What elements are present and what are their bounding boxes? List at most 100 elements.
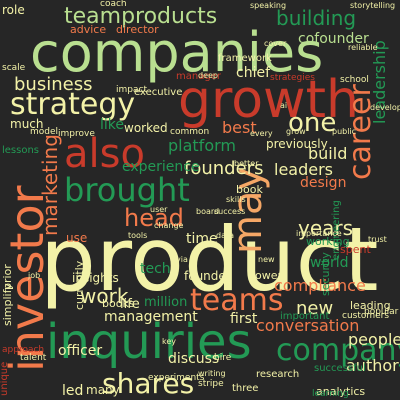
cloud-word: via <box>176 255 188 264</box>
cloud-word: board <box>196 207 220 216</box>
cloud-word: design <box>300 175 347 191</box>
cloud-word: inquiries <box>46 314 252 370</box>
cloud-word: founder <box>184 269 231 283</box>
cloud-word: author <box>346 356 399 375</box>
cloud-word: power <box>248 269 282 282</box>
cloud-word: building <box>276 6 357 30</box>
cloud-word: leading <box>350 299 391 312</box>
cloud-word: spent <box>340 243 371 256</box>
cloud-word: chief <box>236 65 271 81</box>
cloud-word: popular <box>364 307 399 317</box>
cloud-word: discuss <box>168 351 220 367</box>
cloud-word: years <box>298 216 354 240</box>
cloud-word: build <box>308 144 348 163</box>
cloud-word: marketing <box>38 134 62 236</box>
cloud-word: management <box>104 309 198 325</box>
cloud-word: many <box>86 383 120 397</box>
cloud-word: lessons <box>2 145 40 156</box>
cloud-word: best <box>222 118 257 137</box>
cloud-word: million <box>144 295 188 310</box>
cloud-word: school <box>340 75 369 85</box>
cloud-word: deep <box>198 71 218 80</box>
cloud-word: user <box>150 205 168 214</box>
cloud-word: stripe <box>198 379 224 389</box>
cloud-word: customers <box>342 311 390 321</box>
cloud-word: research <box>256 369 300 380</box>
cloud-word: advice <box>70 23 107 36</box>
cloud-word: writing <box>198 369 226 378</box>
cloud-word: improve <box>58 129 95 139</box>
cloud-word: cofounder <box>298 31 369 47</box>
cloud-word: life <box>120 297 140 312</box>
cloud-word: reliable <box>348 43 378 52</box>
cloud-word: tech <box>140 261 171 277</box>
cloud-word: important <box>280 311 330 322</box>
cloud-word: success <box>214 207 246 216</box>
cloud-word: companies <box>30 21 324 84</box>
cloud-word: framework <box>218 53 272 64</box>
cloud-word: currently <box>73 260 86 310</box>
cloud-word: like <box>100 117 125 133</box>
cloud-word: platform <box>168 136 236 155</box>
cloud-word: manager <box>176 71 221 82</box>
cloud-word: led <box>62 383 84 399</box>
cloud-word: job <box>28 271 41 280</box>
cloud-word: impact <box>116 85 147 95</box>
cloud-word: three <box>232 383 259 394</box>
cloud-word: people <box>348 330 400 349</box>
cloud-word: common <box>170 127 210 137</box>
cloud-word: analytics <box>316 385 366 398</box>
cloud-word: product <box>40 208 379 311</box>
cloud-word: prior <box>1 264 14 290</box>
cloud-word: coach <box>100 0 127 9</box>
cloud-word: books <box>102 297 135 310</box>
cloud-word: conversation <box>256 316 360 335</box>
cloud-word: approach <box>2 345 45 355</box>
cloud-word: learning <box>312 389 349 399</box>
cloud-word: data <box>216 231 235 240</box>
cloud-word: key <box>162 337 177 346</box>
cloud-word: teamproducts <box>64 4 218 29</box>
cloud-word: importance <box>296 229 342 238</box>
cloud-word: much <box>10 117 44 131</box>
cloud-word: role <box>2 3 25 17</box>
cloud-word: model <box>30 127 59 137</box>
cloud-word: strategies <box>270 73 315 83</box>
cloud-word: company <box>276 333 400 368</box>
cloud-word: ai <box>280 101 288 110</box>
cloud-word: brought <box>64 171 190 209</box>
cloud-word: first <box>230 311 258 327</box>
cloud-word: use <box>66 231 88 245</box>
cloud-word: every <box>250 129 273 138</box>
cloud-word: head <box>124 204 184 232</box>
cloud-word: speaking <box>250 1 287 10</box>
cloud-word: better <box>234 159 259 168</box>
cloud-word: tools <box>128 231 148 240</box>
cloud-word: compliance <box>274 276 366 295</box>
cloud-word: scale <box>2 63 26 73</box>
cloud-word: trust <box>368 235 387 244</box>
cloud-word: cover <box>264 39 287 48</box>
cloud-word: new <box>296 298 334 319</box>
cloud-word: growth <box>178 70 359 130</box>
cloud-word: business <box>14 74 93 95</box>
cloud-word: skills <box>226 195 246 204</box>
cloud-word: leaders <box>274 160 334 179</box>
cloud-word: working <box>306 235 350 248</box>
cloud-word: strategy <box>10 87 136 122</box>
cloud-word: new <box>258 255 275 264</box>
cloud-word: worked <box>124 121 168 135</box>
cloud-word: work <box>80 284 129 308</box>
cloud-word: unique <box>0 361 10 396</box>
cloud-word: book <box>236 183 263 196</box>
cloud-word: one <box>288 108 337 138</box>
cloud-word: successful <box>314 363 366 374</box>
cloud-word: previously <box>266 137 328 151</box>
cloud-word: insights <box>72 271 119 285</box>
cloud-word: grow <box>286 127 306 136</box>
cloud-word: officer <box>58 343 103 359</box>
cloud-word: teams <box>190 283 284 318</box>
cloud-word: hire <box>214 353 232 363</box>
cloud-word: also <box>64 131 145 177</box>
